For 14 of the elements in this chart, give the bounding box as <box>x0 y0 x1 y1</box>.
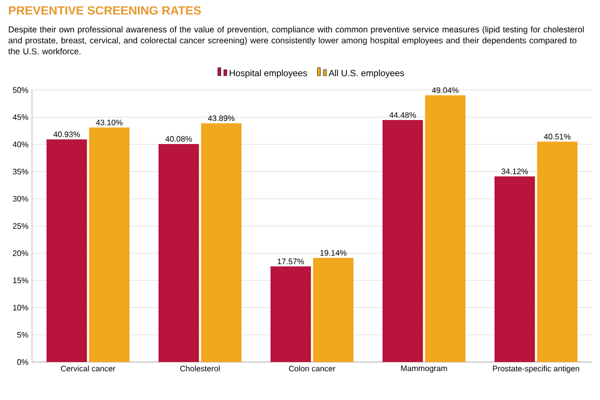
bar <box>201 123 242 362</box>
chart-subtitle: Despite their own professional awareness of the value of prevention, compliance with common preventive service measures (lipid testing for cholesterol and prostate, breast, cervical, and colorectal cancer screening) were consistently lower among hospital employees and their dependents compared to the U.S. workforce. <box>8 26 584 54</box>
bar <box>382 120 423 362</box>
bar <box>89 128 130 362</box>
legend-label: Hospital employees <box>230 70 307 78</box>
chart-title: PREVENTIVE SCREENING RATES <box>8 6 201 15</box>
bar <box>313 258 354 362</box>
bar <box>537 142 578 362</box>
bar <box>158 144 199 362</box>
bar <box>270 266 311 362</box>
bar <box>46 139 87 362</box>
bar <box>494 176 535 362</box>
bar <box>425 95 466 362</box>
legend-label: All U.S. employees <box>328 70 404 78</box>
